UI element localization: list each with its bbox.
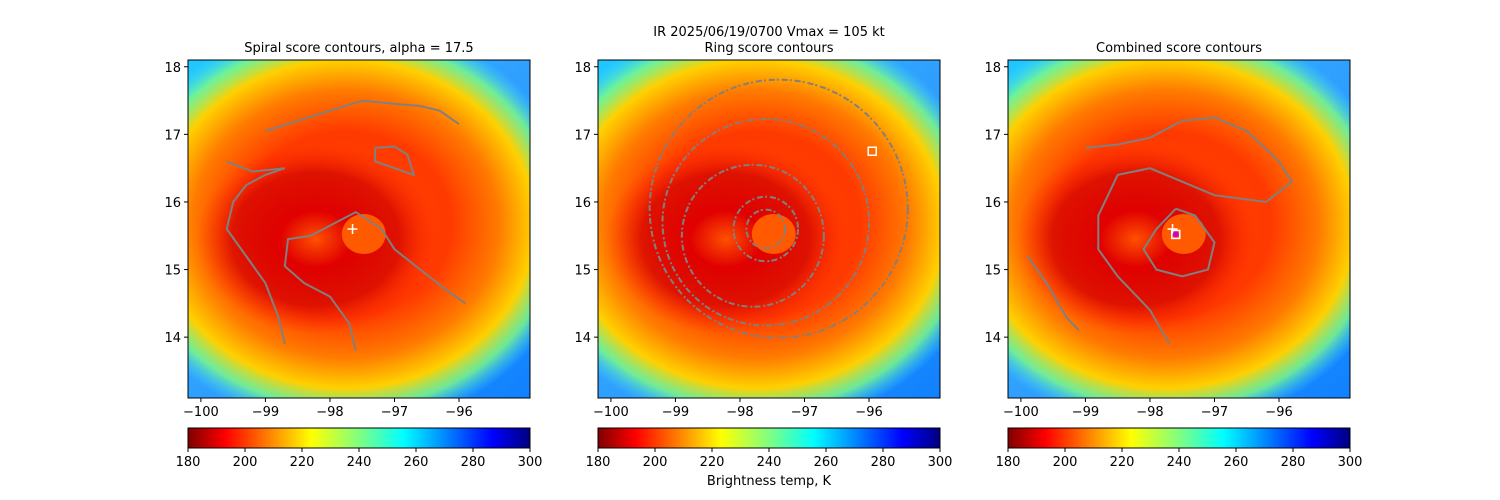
ring-contour [745, 208, 787, 250]
contour-line [1142, 207, 1216, 278]
colorbar [597, 427, 941, 449]
colorbar-tick-label: 200 [233, 455, 258, 470]
colorbar-tick-label: 200 [643, 455, 668, 470]
colorbar-tick-label: 220 [1110, 455, 1135, 470]
y-tick-label: 17 [164, 128, 181, 143]
y-tick-label: 18 [574, 61, 591, 76]
contour-line [226, 160, 285, 173]
center-square-marker [1171, 229, 1181, 240]
x-tick-label: −97 [1201, 405, 1228, 420]
contour-line [374, 145, 416, 177]
score-contours [1026, 116, 1294, 345]
x-tick-label: −99 [252, 405, 279, 420]
ring-contour [680, 163, 825, 308]
colorbar-tick-label: 300 [518, 455, 543, 470]
y-tick-label: 14 [984, 331, 1001, 346]
colorbar-tick-label: 260 [814, 455, 839, 470]
y-tick-label: 18 [164, 61, 181, 76]
ir-image [598, 60, 940, 398]
score-contours [225, 99, 467, 351]
colorbar-tick-label: 180 [586, 455, 611, 470]
contour-line [1085, 116, 1294, 345]
ring-contour [732, 195, 800, 263]
colorbar-tick-label: 220 [700, 455, 725, 470]
colorbar-tick-label: 200 [1053, 455, 1078, 470]
score-contours [648, 78, 909, 339]
y-tick-label: 14 [164, 331, 181, 346]
colorbar-tick-label: 240 [347, 455, 372, 470]
ring-contour [648, 78, 909, 339]
x-tick-label: −100 [183, 405, 219, 420]
x-tick-label: −99 [662, 405, 689, 420]
contour-line [303, 282, 357, 351]
center-dot-marker [1172, 231, 1179, 238]
y-tick-label: 14 [574, 331, 591, 346]
ir-image [1008, 60, 1350, 398]
x-tick-label: −98 [726, 405, 753, 420]
contour-line [225, 167, 286, 345]
panel-spiral: Spiral score contours, alpha = 17.5 −100 −… [164, 41, 543, 470]
x-tick-label: −98 [1136, 405, 1163, 420]
y-tick-label: 15 [574, 264, 591, 279]
colorbar-tick-label: 240 [1167, 455, 1192, 470]
colorbar-tick-label: 280 [461, 455, 486, 470]
axes-frame [597, 59, 941, 399]
colorbar-tick-label: 180 [996, 455, 1021, 470]
y-tick-label: 17 [574, 128, 591, 143]
panel-ring: Ring score contours −100 −99 −98 −97 −96 14 15 1… [574, 41, 953, 470]
colorbar-tick-label: 300 [1338, 455, 1363, 470]
contour-line [283, 210, 467, 305]
panel-title: Spiral score contours, alpha = 17.5 [244, 41, 473, 56]
panel-title: Combined score contours [1096, 41, 1262, 56]
colorbar-tick-label: 260 [1224, 455, 1249, 470]
ring-contour [661, 117, 871, 327]
colorbar-tick-label: 280 [1281, 455, 1306, 470]
y-tick-label: 18 [984, 61, 1001, 76]
axes-frame [1007, 59, 1351, 399]
colorbar-tick-label: 260 [404, 455, 429, 470]
panel-combined: Combined score contours −100 −99 −98 −97 −96 1… [984, 41, 1363, 470]
center-square-marker [867, 146, 877, 157]
x-tick-label: −96 [855, 405, 882, 420]
y-tick-label: 16 [984, 196, 1001, 211]
colorbar [187, 427, 531, 449]
center-plus-marker [347, 224, 358, 234]
colorbar-tick-label: 280 [871, 455, 896, 470]
x-tick-label: −98 [316, 405, 343, 420]
figure-suptitle: IR 2025/06/19/0700 Vmax = 105 kt [653, 25, 884, 40]
y-tick-label: 15 [984, 264, 1001, 279]
y-tick-label: 16 [574, 196, 591, 211]
x-tick-label: −100 [1003, 405, 1039, 420]
colorbar-tick-label: 180 [176, 455, 201, 470]
x-tick-label: −97 [791, 405, 818, 420]
colorbar-tick-label: 240 [757, 455, 782, 470]
x-tick-label: −100 [593, 405, 629, 420]
ir-image [188, 60, 530, 398]
colorbar-tick-label: 220 [290, 455, 315, 470]
y-tick-label: 17 [984, 128, 1001, 143]
x-tick-label: −96 [445, 405, 472, 420]
x-tick-label: −97 [381, 405, 408, 420]
contour-line [1026, 255, 1080, 332]
panel-title: Ring score contours [704, 41, 833, 56]
y-tick-label: 16 [164, 196, 181, 211]
x-tick-label: −99 [1072, 405, 1099, 420]
colorbar-tick-label: 300 [928, 455, 953, 470]
y-tick-label: 15 [164, 264, 181, 279]
x-tick-label: −96 [1265, 405, 1292, 420]
center-plus-marker [1167, 224, 1178, 234]
axes-frame [187, 59, 531, 399]
colorbar-label: Brightness temp, K [707, 474, 832, 489]
contour-line [265, 99, 460, 132]
colorbar [1007, 427, 1351, 449]
